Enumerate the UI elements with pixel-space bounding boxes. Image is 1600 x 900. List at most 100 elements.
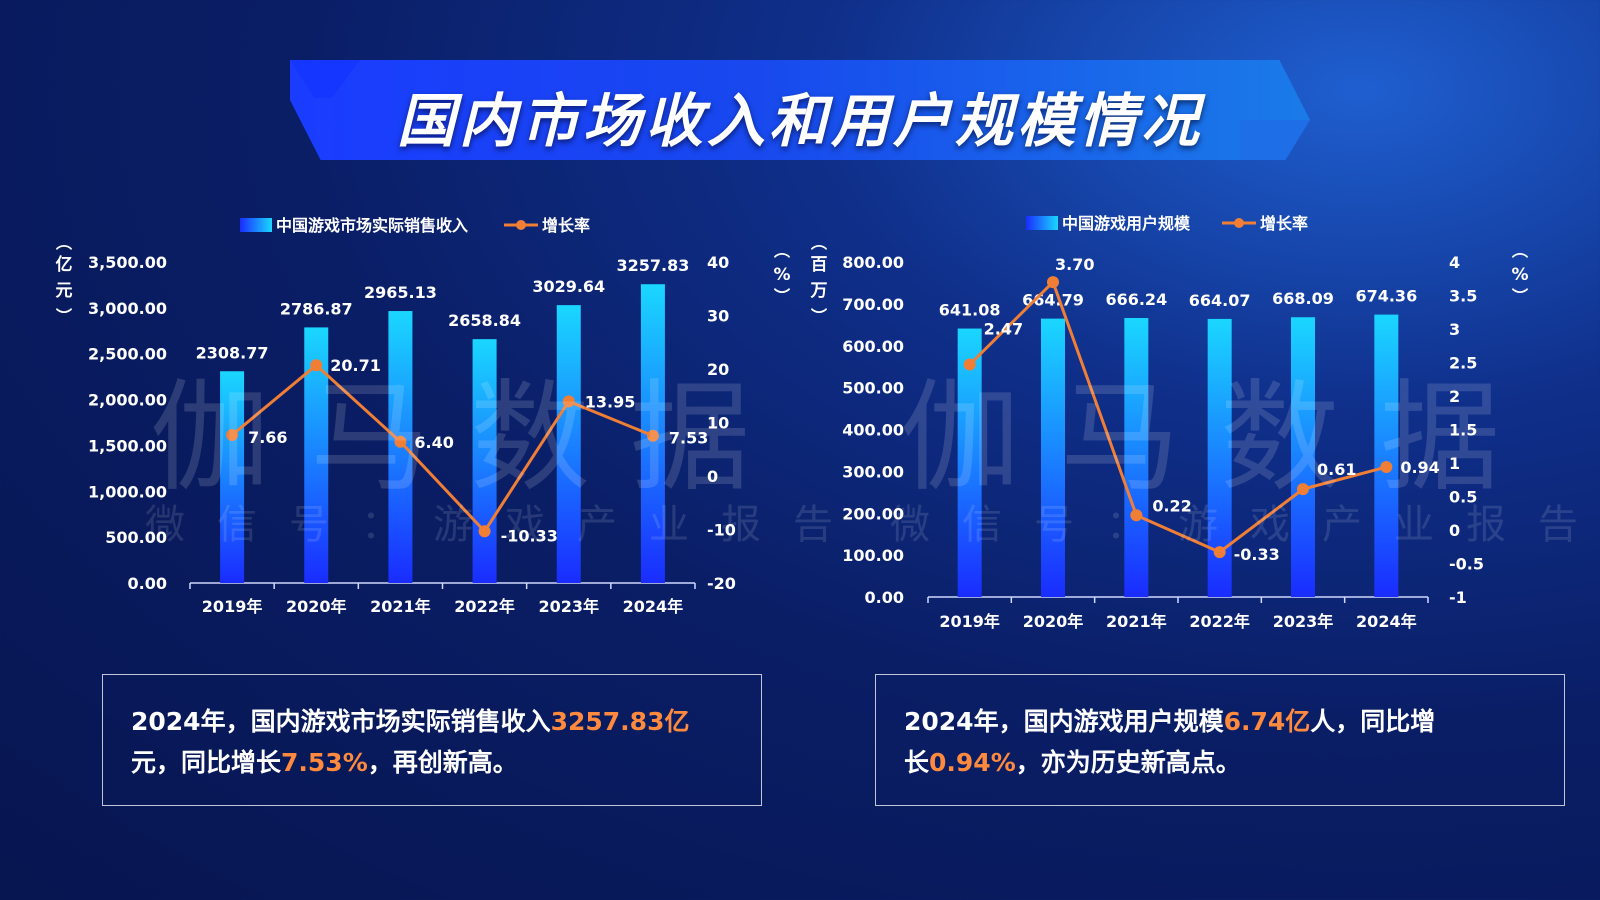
y-tick-label: 400.00 (842, 421, 904, 440)
growth-point (1297, 483, 1309, 496)
note-highlight-value: 3257.83亿 (550, 707, 690, 736)
growth-point (1213, 546, 1226, 559)
bar (1374, 314, 1399, 597)
y2-axis-label: % (773, 265, 790, 285)
note-highlight-rate: 7.53% (281, 748, 368, 777)
y-axis-paren: ︶ (811, 307, 827, 326)
bar (556, 305, 581, 583)
y2-axis-paren: ︵ (774, 241, 790, 260)
growth-point (1047, 276, 1059, 289)
y-axis-label-char: 万 (810, 281, 828, 301)
bar-value-label: 2786.87 (280, 299, 353, 318)
users-chart: 中国游戏用户规模 增长率 ︵ 百万 ︶ ︵% ︶ 0.00 100.00 200.00 300.00… (810, 214, 1529, 631)
y2-tick-label: 0 (1449, 521, 1460, 540)
bar-value-label: 668.09 (1272, 289, 1334, 308)
y-tick-label: 2,000.00 (88, 391, 167, 410)
note-text: ，亦为历史新高点。 (1015, 748, 1241, 777)
bar-value-label: 3029.64 (532, 277, 605, 296)
legend-bar-swatch (240, 218, 272, 232)
y2-tick-label: -10 (707, 521, 736, 540)
y2-tick-label: -0.5 (1449, 555, 1484, 574)
y2-tick-label: 0.5 (1449, 488, 1477, 507)
y2-tick-label: -1 (1449, 588, 1467, 607)
legend-bar-label: 中国游戏市场实际销售收入 (276, 216, 468, 235)
y2-axis-paren: ︵ (1512, 241, 1528, 260)
growth-point (1130, 509, 1143, 522)
y-tick-label: 1,000.00 (88, 482, 167, 501)
y-axis-paren: ︵ (811, 233, 827, 252)
growth-value-label: 3.70 (1055, 255, 1094, 274)
y2-tick-label: 30 (707, 307, 729, 326)
bar-value-label: 664.07 (1189, 291, 1251, 310)
y-tick-label: 3,000.00 (88, 299, 167, 318)
title-banner (290, 60, 1310, 160)
bar-value-label: 2658.84 (448, 311, 521, 330)
bar-value-label: 664.79 (1022, 291, 1084, 310)
note-highlight-value: 6.74亿 (1223, 707, 1311, 736)
y-axis-label-char: 元 (56, 281, 73, 301)
y2-axis-paren: ︶ (1512, 287, 1528, 306)
y-axis-label-char: 亿 (56, 254, 73, 275)
legend-line-label: 增长率 (542, 216, 590, 235)
x-tick-label: 2020年 (286, 597, 347, 616)
y-axis-label-char: 百 (811, 255, 828, 275)
growth-point (394, 435, 407, 448)
y-tick-label: 0.00 (128, 574, 167, 593)
page-title: 国内市场收入和用户规模情况 (396, 87, 1203, 155)
y-tick-label: 2,500.00 (88, 345, 167, 364)
note-text: ，再创新高。 (367, 748, 518, 777)
bar-value-label: 3257.83 (616, 256, 689, 275)
growth-point (963, 358, 976, 371)
bar (220, 371, 245, 583)
y2-tick-label: 1.5 (1449, 421, 1477, 440)
growth-value-label: 0.94 (1400, 458, 1439, 477)
y2-tick-label: 0 (707, 467, 718, 486)
y2-tick-label: 2 (1449, 387, 1460, 406)
x-tick-label: 2020年 (1023, 612, 1084, 631)
growth-point (646, 429, 659, 442)
legend-line-label: 增长率 (1260, 214, 1308, 233)
bar-value-label: 2965.13 (364, 283, 437, 302)
y-tick-label: 3,500.00 (88, 253, 167, 272)
y-tick-label: 600.00 (842, 337, 904, 356)
y-tick-label: 800.00 (842, 253, 904, 272)
y2-tick-label: 1 (1449, 454, 1460, 473)
growth-point (310, 359, 323, 372)
note-highlight-rate: 0.94% (929, 748, 1016, 777)
growth-line (968, 280, 1387, 554)
x-tick-label: 2021年 (370, 597, 431, 616)
x-tick-label: 2022年 (1189, 612, 1250, 631)
growth-value-label: 0.61 (1317, 460, 1356, 479)
bar (957, 328, 982, 597)
growth-value-label: 20.71 (330, 356, 381, 375)
bar-value-label: 666.24 (1105, 290, 1167, 309)
growth-value-label: 13.95 (585, 392, 636, 411)
y-tick-label: 1,500.00 (88, 436, 167, 455)
y-tick-label: 300.00 (842, 462, 904, 481)
bar (1041, 318, 1065, 597)
y2-tick-label: 4 (1449, 253, 1460, 272)
growth-value-label: 2.47 (984, 320, 1023, 339)
legend-line-marker (516, 220, 526, 230)
bar-value-label: 2308.77 (196, 343, 269, 362)
growth-value-label: -0.33 (1234, 545, 1280, 564)
users-summary: 2024年，国内游戏用户规模6.74亿人，同比增长0.94%，亦为历史新高点。 (875, 674, 1565, 806)
growth-point (1380, 461, 1393, 474)
y-axis-paren: ︵ (56, 233, 72, 252)
legend-bar-label: 中国游戏用户规模 (1062, 214, 1191, 233)
y2-tick-label: 3.5 (1449, 287, 1477, 306)
y2-tick-label: 10 (707, 414, 729, 433)
y-tick-label: 500.00 (105, 528, 167, 547)
x-tick-label: 2023年 (538, 597, 599, 616)
y2-tick-label: 3 (1449, 320, 1460, 339)
y-tick-label: 200.00 (842, 504, 904, 523)
x-tick-label: 2019年 (939, 612, 1000, 631)
y2-tick-label: 20 (707, 360, 729, 379)
growth-value-label: -10.33 (501, 526, 558, 545)
y-axis-paren: ︶ (56, 307, 72, 326)
growth-value-label: 6.40 (414, 433, 453, 452)
y2-axis-label: % (1511, 265, 1528, 285)
y2-tick-label: 2.5 (1449, 354, 1477, 373)
growth-point (562, 395, 575, 408)
note-text: 2024年，国内游戏市场实际销售收入 (131, 707, 551, 736)
